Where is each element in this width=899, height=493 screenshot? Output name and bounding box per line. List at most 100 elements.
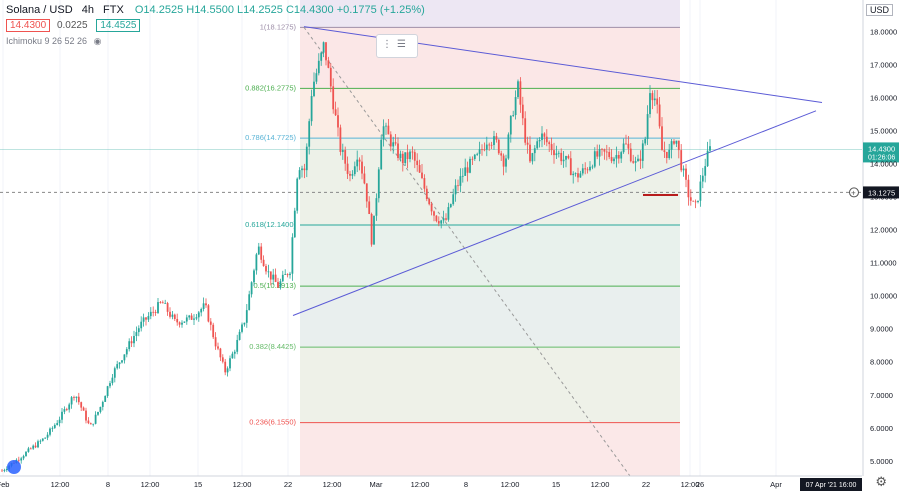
candle-body bbox=[466, 167, 469, 173]
candle-body bbox=[644, 138, 647, 144]
crosshair-price-label: 13.1275 bbox=[868, 188, 895, 197]
buy-price-button[interactable]: 14.4525 bbox=[96, 19, 141, 32]
candle-body bbox=[305, 146, 308, 171]
candle bbox=[32, 444, 35, 450]
drawing-toolbar[interactable]: ⋮ ☰ bbox=[376, 34, 418, 58]
fib-trend-line bbox=[303, 27, 631, 477]
candle-body bbox=[423, 178, 426, 189]
indicator-label[interactable]: Ichimoku 9 26 52 26 bbox=[6, 36, 88, 46]
candle-body bbox=[329, 67, 332, 87]
candle bbox=[416, 153, 419, 172]
candle-body bbox=[437, 221, 440, 224]
candle bbox=[701, 167, 704, 189]
drag-handle-icon[interactable]: ⋮ bbox=[382, 39, 392, 50]
candle bbox=[493, 130, 495, 150]
candle-body bbox=[75, 396, 78, 398]
candle bbox=[392, 136, 395, 154]
candle-body bbox=[106, 386, 109, 397]
candle bbox=[584, 162, 587, 175]
candle bbox=[445, 213, 447, 221]
candle bbox=[653, 90, 656, 107]
candle-body bbox=[593, 151, 596, 167]
candle-body bbox=[615, 154, 618, 159]
candle bbox=[356, 150, 359, 173]
candle-body bbox=[572, 173, 575, 176]
currency-label[interactable]: USD bbox=[865, 4, 893, 16]
candle-body bbox=[123, 354, 126, 361]
candle bbox=[233, 349, 236, 359]
fib-level-label: 0.786(14.7725) bbox=[245, 133, 296, 142]
candle bbox=[521, 96, 524, 126]
candle bbox=[562, 151, 565, 168]
fib-level-label: 0.236(6.1550) bbox=[249, 418, 296, 427]
interval-label[interactable]: 4h bbox=[81, 4, 94, 16]
candle-body bbox=[185, 317, 188, 322]
candle bbox=[147, 312, 150, 322]
candle-body bbox=[457, 185, 459, 187]
candle bbox=[29, 447, 32, 450]
symbol-label[interactable]: Solana / USD bbox=[6, 4, 73, 16]
candle-body bbox=[639, 158, 642, 161]
candle bbox=[34, 442, 37, 449]
candle bbox=[56, 420, 59, 426]
spread-value: 0.0225 bbox=[56, 20, 88, 31]
candle-body bbox=[632, 161, 635, 163]
candle bbox=[509, 115, 512, 143]
candle-body bbox=[68, 404, 71, 410]
candle bbox=[135, 326, 138, 342]
candle bbox=[63, 406, 66, 415]
candle-body bbox=[505, 158, 507, 167]
candle bbox=[435, 215, 438, 223]
candle-body bbox=[687, 179, 690, 198]
candle-body bbox=[289, 273, 291, 276]
sell-price-button[interactable]: 14.4300 bbox=[6, 19, 51, 32]
candle-body bbox=[361, 161, 363, 174]
time-tick-label: Mar bbox=[370, 480, 383, 489]
candle bbox=[77, 392, 80, 405]
candle-body bbox=[543, 133, 546, 137]
cursor-time-badge bbox=[800, 478, 862, 491]
menu-icon[interactable]: ☰ bbox=[397, 39, 406, 50]
candle bbox=[257, 242, 260, 256]
candle-body bbox=[591, 166, 594, 168]
candle bbox=[267, 264, 270, 278]
candle-body bbox=[238, 331, 241, 340]
candle bbox=[87, 417, 90, 425]
cursor-time-label: 07 Apr '21 16:00 bbox=[806, 482, 857, 489]
candle-body bbox=[298, 170, 301, 179]
candle-body bbox=[92, 423, 95, 425]
candle bbox=[668, 143, 671, 160]
candle-body bbox=[310, 96, 313, 122]
gear-icon[interactable]: ⚙ bbox=[875, 474, 887, 489]
candle bbox=[629, 143, 632, 163]
candle bbox=[82, 406, 85, 411]
candle bbox=[665, 151, 668, 164]
candle-body bbox=[217, 346, 219, 349]
candle bbox=[656, 89, 659, 114]
price-tick-label: 16.0000 bbox=[870, 94, 897, 103]
candle bbox=[524, 111, 527, 146]
candle bbox=[293, 207, 296, 238]
candle-body bbox=[634, 161, 637, 163]
candle bbox=[557, 150, 560, 158]
candle-body bbox=[176, 318, 179, 323]
candle-body bbox=[536, 141, 539, 149]
candle-body bbox=[41, 438, 44, 441]
candle bbox=[502, 153, 505, 176]
candle-body bbox=[524, 118, 527, 143]
candle bbox=[411, 146, 414, 160]
candle bbox=[625, 134, 627, 145]
candle bbox=[608, 147, 611, 160]
candle-body bbox=[142, 317, 145, 322]
candle bbox=[632, 154, 635, 164]
quote-row: 14.4300 0.0225 14.4525 bbox=[6, 19, 144, 32]
candle-body bbox=[569, 158, 572, 176]
candle-body bbox=[449, 204, 452, 208]
eye-icon[interactable]: ◉ bbox=[93, 36, 102, 46]
candle bbox=[25, 450, 27, 457]
candle bbox=[89, 422, 92, 425]
candle bbox=[512, 110, 515, 118]
candle-body bbox=[625, 143, 627, 145]
candle-body bbox=[272, 274, 275, 280]
